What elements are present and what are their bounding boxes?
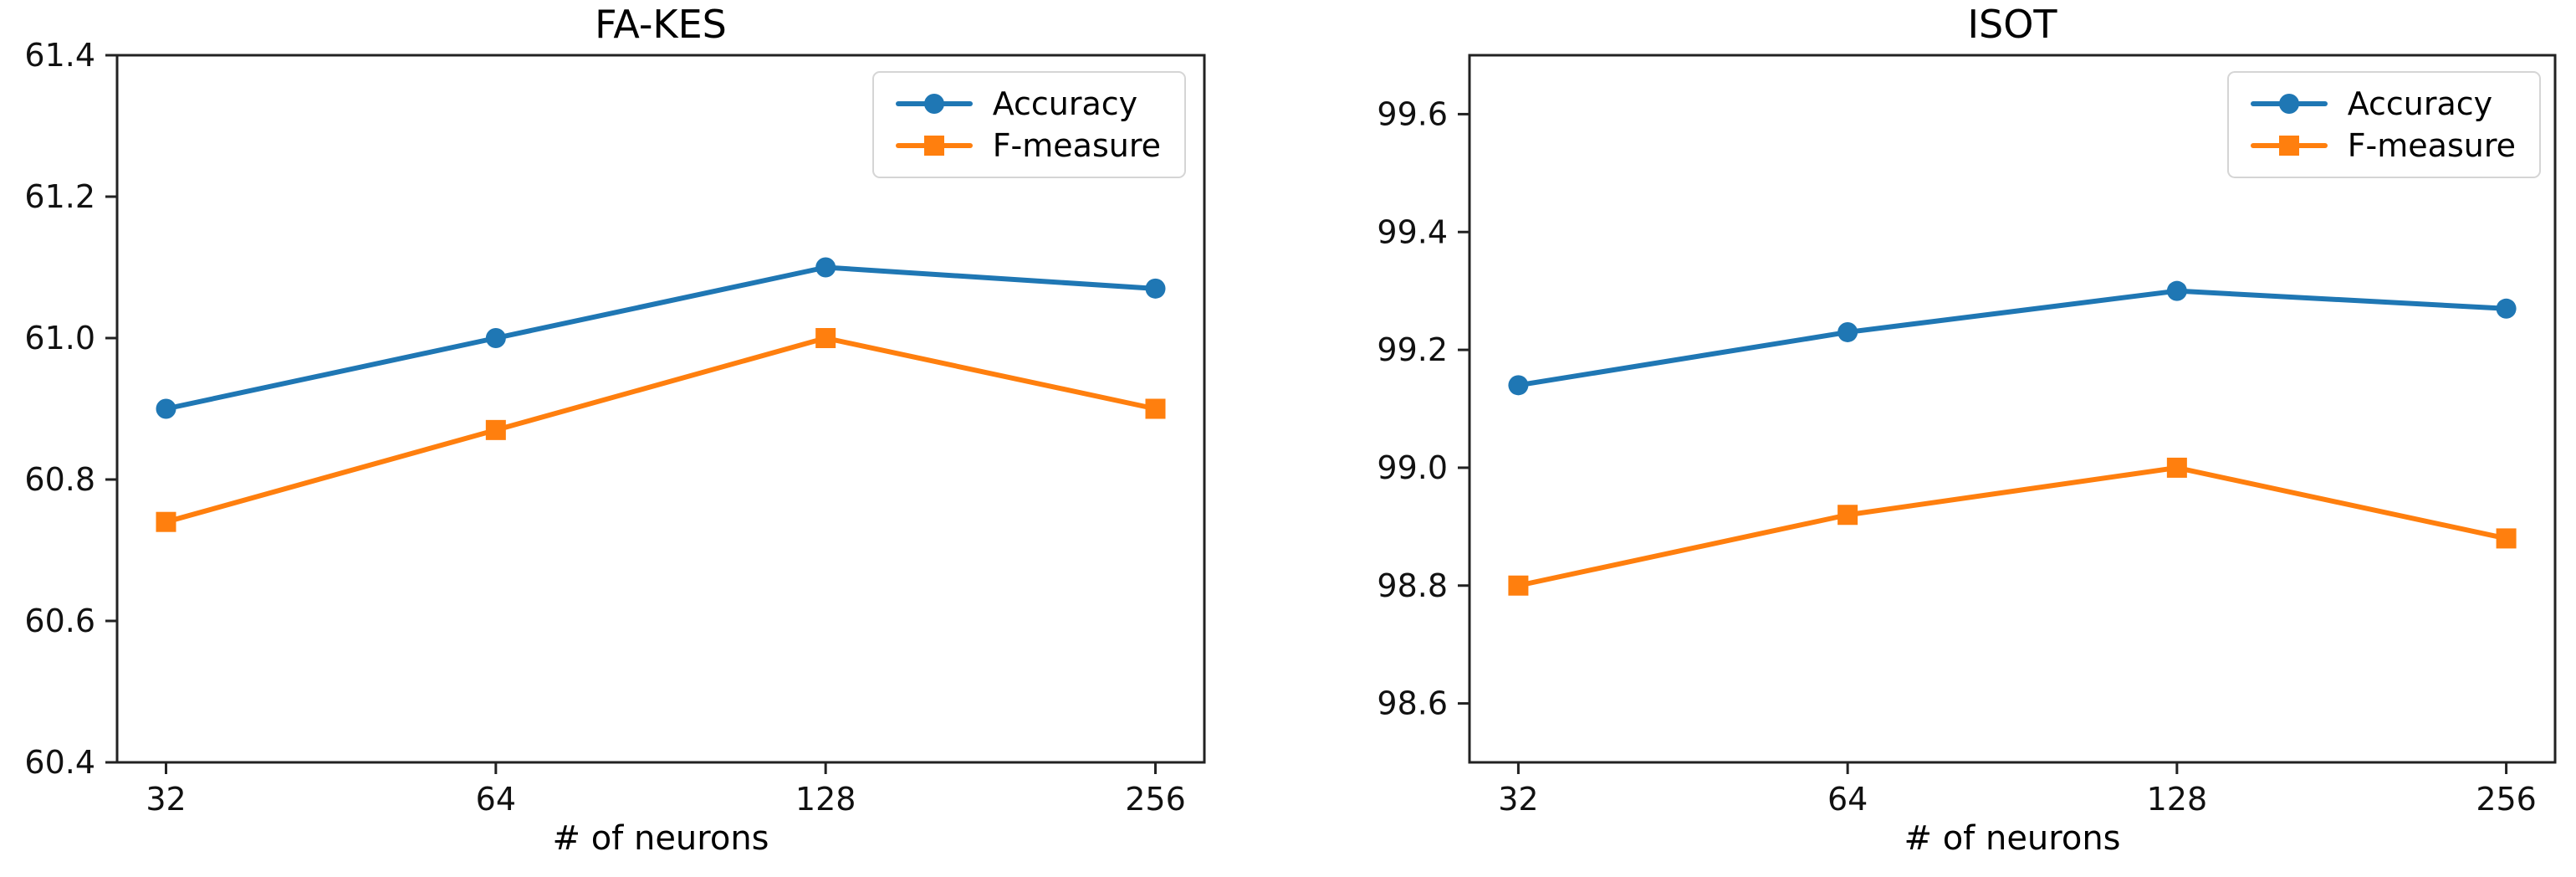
legend-entry-accuracy: Accuracy — [895, 83, 1161, 125]
data-point-f-measure-32 — [156, 511, 176, 532]
x-tick-label: 64 — [1827, 781, 1868, 818]
legend-entry-f-measure: F-measure — [895, 125, 1161, 167]
data-point-f-measure-256 — [1145, 398, 1166, 419]
y-tick-label: 99.2 — [1377, 331, 1448, 368]
data-point-f-measure-64 — [485, 419, 506, 440]
y-tick-label: 99.4 — [1377, 213, 1448, 250]
data-point-f-measure-128 — [815, 328, 836, 348]
series-line-accuracy — [1515, 288, 2509, 388]
data-point-f-measure-256 — [2496, 528, 2517, 549]
x-axis-label-isot: # of neurons — [1904, 819, 2121, 858]
legend-sample — [895, 93, 973, 115]
y-tick-label: 60.4 — [24, 744, 95, 781]
data-point-accuracy-256 — [1145, 278, 1166, 299]
data-point-accuracy-256 — [2496, 298, 2517, 319]
legend-label-accuracy: Accuracy — [992, 85, 1138, 122]
x-axis-label-fa-kes: # of neurons — [552, 819, 769, 858]
x-tick-label: 32 — [146, 781, 186, 818]
y-tick-label: 99.6 — [1377, 95, 1448, 132]
y-tick-label: 61.2 — [24, 178, 95, 215]
data-point-accuracy-32 — [156, 398, 176, 419]
legend-label-accuracy: Accuracy — [2347, 85, 2493, 122]
x-tick-label: 128 — [2147, 781, 2208, 818]
x-tick-label: 256 — [2476, 781, 2537, 818]
data-point-f-measure-64 — [1837, 505, 1858, 526]
x-tick-label: 256 — [1125, 781, 1186, 818]
y-tick-label: 98.8 — [1377, 567, 1448, 604]
y-tick-label: 60.6 — [24, 603, 95, 639]
f-measure-square-marker-icon — [923, 136, 944, 156]
legend-label-f-measure: F-measure — [992, 127, 1161, 164]
data-point-accuracy-128 — [2166, 280, 2187, 301]
data-point-accuracy-128 — [815, 257, 836, 278]
legend-label-f-measure: F-measure — [2347, 127, 2516, 164]
series-line-f-measure — [1515, 464, 2509, 588]
chart-title-isot: ISOT — [1967, 2, 2057, 47]
legend-sample — [2250, 93, 2328, 115]
data-point-accuracy-32 — [1508, 375, 1529, 396]
y-tick-label: 60.8 — [24, 461, 95, 498]
chart-title-fa-kes: FA-KES — [595, 2, 727, 47]
y-tick-label: 99.0 — [1377, 449, 1448, 486]
data-point-f-measure-128 — [2166, 457, 2187, 478]
data-point-accuracy-64 — [485, 328, 506, 348]
y-tick-label: 98.6 — [1377, 685, 1448, 722]
legend-sample — [895, 135, 973, 156]
series-line-f-measure — [163, 336, 1158, 525]
y-tick-label: 61.4 — [24, 37, 95, 74]
y-tick-label: 61.0 — [24, 320, 95, 356]
legend-isot: Accuracy F-measure — [2226, 71, 2541, 178]
legend-sample — [2250, 135, 2328, 156]
data-point-f-measure-32 — [1508, 575, 1529, 596]
x-tick-label: 32 — [1498, 781, 1538, 818]
series-line-accuracy — [163, 264, 1158, 412]
legend-fa-kes: Accuracy F-measure — [871, 71, 1186, 178]
f-measure-square-marker-icon — [2278, 136, 2299, 156]
legend-entry-accuracy: Accuracy — [2250, 83, 2516, 125]
legend-entry-f-measure: F-measure — [2250, 125, 2516, 167]
accuracy-circle-marker-icon — [923, 94, 944, 114]
data-point-accuracy-64 — [1837, 321, 1858, 342]
x-tick-label: 128 — [795, 781, 856, 818]
x-tick-label: 64 — [476, 781, 516, 818]
accuracy-circle-marker-icon — [2278, 94, 2299, 114]
